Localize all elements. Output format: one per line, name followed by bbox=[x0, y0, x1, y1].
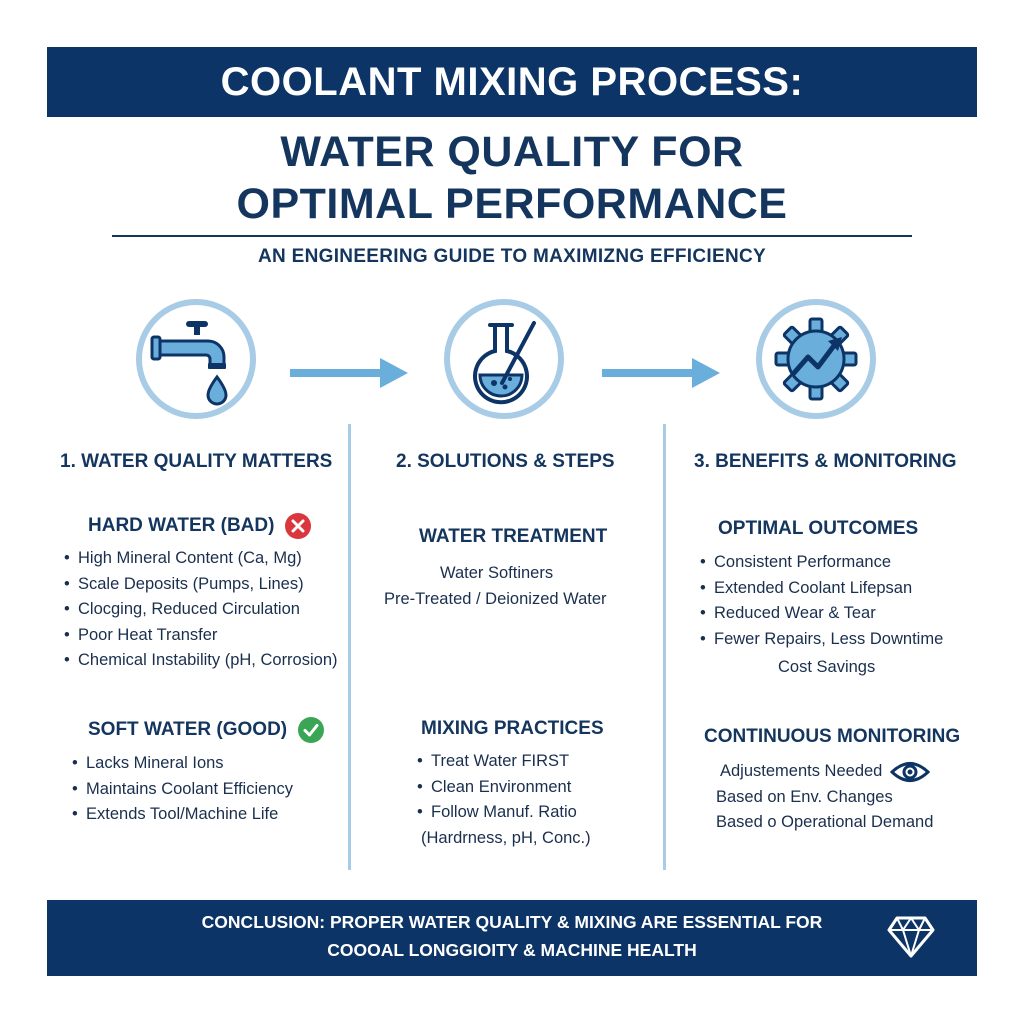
column-1-heading: 1. WATER QUALITY MATTERS bbox=[60, 451, 333, 472]
gear-growth-icon bbox=[756, 299, 876, 419]
monitoring-line: Adjustements Needed bbox=[720, 762, 883, 781]
mixing-practices-heading: MIXING PRACTICES bbox=[421, 718, 604, 739]
hard-water-heading: HARD WATER (BAD) bbox=[88, 512, 312, 540]
list-item: • Poor Heat Transfer bbox=[64, 625, 218, 644]
mixing-flask-icon bbox=[444, 299, 564, 419]
column-2-heading: 2. SOLUTIONS & STEPS bbox=[396, 451, 615, 472]
list-item: • Consistent Performance bbox=[700, 553, 891, 571]
banner-title: COOLANT MIXING PROCESS: bbox=[220, 59, 804, 104]
treatment-line: Pre-Treated / Deionized Water bbox=[384, 590, 607, 608]
column-3-heading: 3. BENEFITS & MONITORING bbox=[694, 451, 957, 472]
list-item: • Extended Coolant Lifepsan bbox=[700, 578, 913, 597]
eye-icon bbox=[890, 762, 931, 782]
optimal-outcomes-heading: OPTIMAL OUTCOMES bbox=[718, 518, 919, 539]
list-item: • Clean Environment bbox=[417, 777, 572, 796]
title-divider bbox=[112, 235, 912, 237]
mixing-practices-note: (Hardrness, pH, Conc.) bbox=[421, 829, 591, 847]
treatment-line: Water Softiners bbox=[440, 564, 554, 582]
mixing-practices-list: • Treat Water FIRST • Clean Environment • F… bbox=[417, 749, 577, 826]
title-banner: COOLANT MIXING PROCESS: bbox=[47, 47, 977, 117]
list-item: • Lacks Mineral Ions bbox=[72, 754, 224, 772]
list-item: • Scale Deposits (Pumps, Lines) bbox=[64, 574, 304, 593]
monitoring-line-with-icon: Adjustements Needed bbox=[720, 759, 931, 785]
soft-water-heading: SOFT WATER (GOOD) bbox=[88, 716, 325, 744]
optimal-outcomes-list: • Consistent Performance • Extended Coolan… bbox=[700, 550, 943, 652]
column-divider bbox=[348, 424, 351, 870]
hard-water-list: • High Mineral Content (Ca, Mg) • Scale De… bbox=[64, 546, 338, 674]
x-circle-icon bbox=[285, 513, 312, 539]
check-circle-icon bbox=[298, 717, 325, 743]
diamond-icon bbox=[887, 916, 935, 958]
water-tap-icon bbox=[136, 299, 256, 419]
conclusion-banner: CONCLUSION: PROPER WATER QUALITY & MIXIN… bbox=[47, 900, 977, 976]
conclusion-line-2: COOOAL LONGGIOITY & MACHINE HEALTH bbox=[327, 940, 697, 960]
list-item: • Fewer Repairs, Less Downtime bbox=[700, 629, 944, 648]
list-item: • Clocging, Reduced Circulation bbox=[64, 600, 300, 618]
arrow-right-icon bbox=[290, 358, 408, 388]
list-item: • Follow Manuf. Ratio bbox=[417, 803, 577, 821]
list-item: • Extends Tool/Machine Life bbox=[72, 805, 279, 823]
continuous-monitoring-heading: CONTINUOUS MONITORING bbox=[704, 726, 961, 747]
water-treatment-heading: WATER TREATMENT bbox=[419, 526, 608, 547]
list-item: • Chemical Instability (pH, Corrosion) bbox=[64, 651, 338, 669]
subtitle-line-1: WATER QUALITY FOR bbox=[280, 128, 744, 176]
soft-water-list: • Lacks Mineral Ions • Maintains Coolant E… bbox=[72, 751, 293, 828]
monitoring-line: Based o Operational Demand bbox=[716, 813, 934, 831]
outcomes-note: Cost Savings bbox=[778, 658, 876, 676]
list-item: • Maintains Coolant Efficiency bbox=[72, 779, 293, 798]
list-item: • Treat Water FIRST bbox=[417, 752, 570, 770]
soft-water-title: SOFT WATER (GOOD) bbox=[88, 719, 288, 740]
monitoring-line: Based on Env. Changes bbox=[716, 788, 893, 806]
arrow-right-icon bbox=[602, 358, 720, 388]
list-item: • Reduced Wear & Tear bbox=[700, 604, 876, 622]
tagline: AN ENGINEERING GUIDE TO MAXIMIZNG EFFICI… bbox=[258, 246, 766, 267]
list-item: • High Mineral Content (Ca, Mg) bbox=[64, 549, 302, 567]
hard-water-title: HARD WATER (BAD) bbox=[88, 515, 275, 536]
subtitle-line-2: OPTIMAL PERFORMANCE bbox=[236, 180, 788, 228]
column-divider bbox=[663, 424, 666, 870]
conclusion-line-1: CONCLUSION: PROPER WATER QUALITY & MIXIN… bbox=[201, 912, 823, 932]
